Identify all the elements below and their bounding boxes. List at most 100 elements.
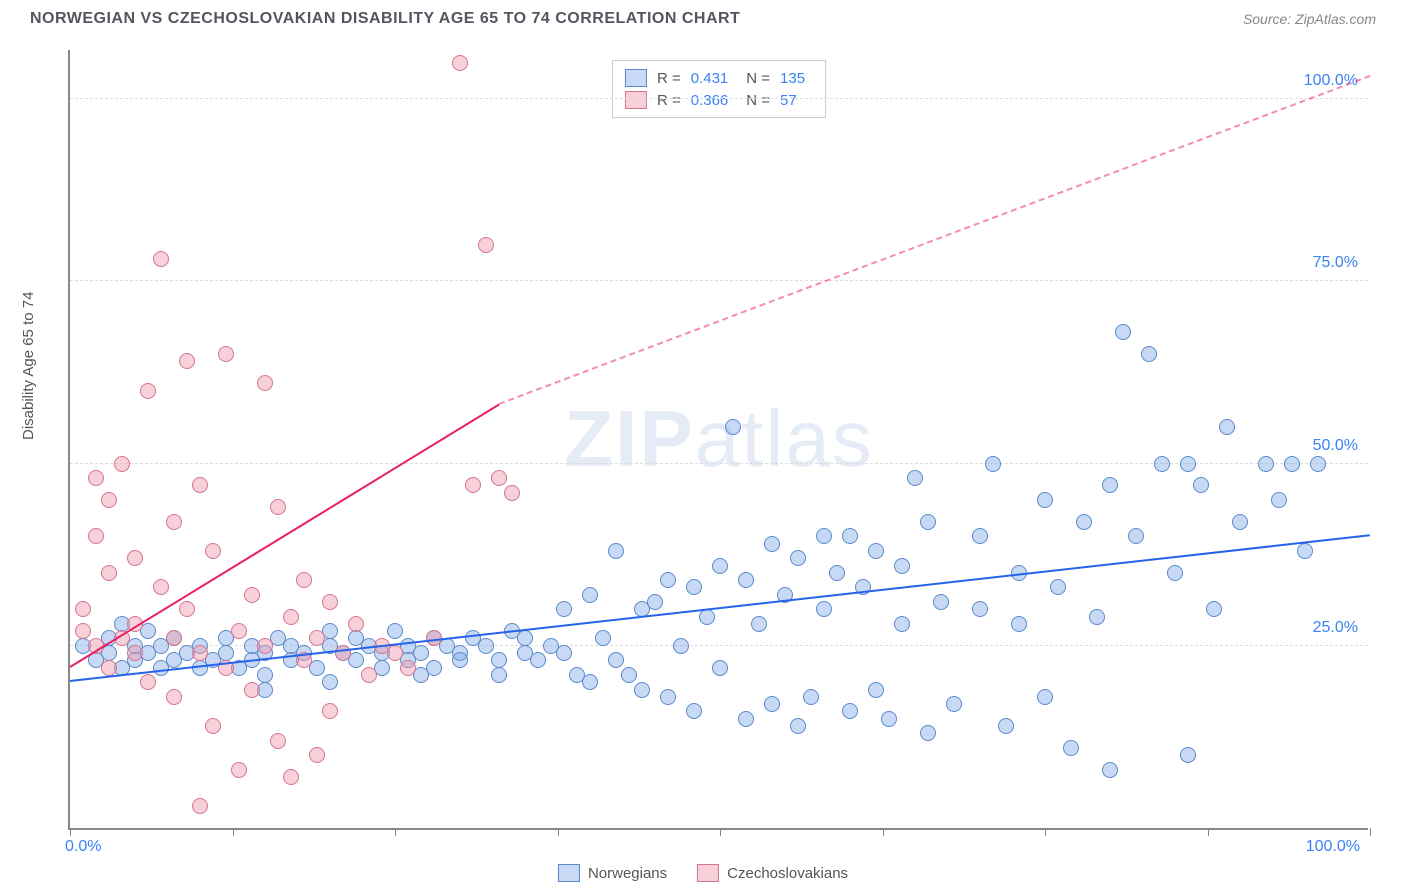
r-value-norwegians: 0.431	[691, 70, 729, 87]
chart-title: NORWEGIAN VS CZECHOSLOVAKIAN DISABILITY …	[30, 10, 740, 28]
data-point	[101, 492, 117, 508]
data-point	[1128, 528, 1144, 544]
data-point	[1089, 609, 1105, 625]
data-point	[751, 616, 767, 632]
data-point	[647, 594, 663, 610]
data-point	[205, 543, 221, 559]
data-point	[920, 725, 936, 741]
data-point	[1063, 740, 1079, 756]
data-point	[140, 383, 156, 399]
data-point	[1167, 565, 1183, 581]
data-point	[1050, 579, 1066, 595]
xtick	[720, 828, 721, 836]
xtick	[558, 828, 559, 836]
xtick	[233, 828, 234, 836]
data-point	[478, 638, 494, 654]
data-point	[868, 682, 884, 698]
xtick	[1370, 828, 1371, 836]
data-point	[88, 528, 104, 544]
data-point	[582, 587, 598, 603]
data-point	[660, 572, 676, 588]
data-point	[608, 543, 624, 559]
data-point	[686, 703, 702, 719]
data-point	[75, 623, 91, 639]
data-point	[868, 543, 884, 559]
data-point	[205, 718, 221, 734]
data-point	[790, 718, 806, 734]
xtick	[883, 828, 884, 836]
data-point	[491, 470, 507, 486]
data-point	[257, 638, 273, 654]
data-point	[88, 470, 104, 486]
trend-line	[499, 75, 1371, 405]
data-point	[166, 689, 182, 705]
data-point	[712, 660, 728, 676]
data-point	[972, 528, 988, 544]
data-point	[894, 558, 910, 574]
data-point	[1271, 492, 1287, 508]
data-point	[283, 769, 299, 785]
data-point	[322, 674, 338, 690]
data-point	[244, 587, 260, 603]
yaxis-title: Disability Age 65 to 74	[20, 292, 37, 440]
data-point	[621, 667, 637, 683]
data-point	[608, 652, 624, 668]
data-point	[179, 601, 195, 617]
data-point	[140, 674, 156, 690]
data-point	[816, 528, 832, 544]
series-legend: Norwegians Czechoslovakians	[558, 864, 848, 882]
data-point	[556, 601, 572, 617]
data-point	[1193, 477, 1209, 493]
data-point	[816, 601, 832, 617]
data-point	[400, 660, 416, 676]
data-point	[1180, 747, 1196, 763]
data-point	[1219, 419, 1235, 435]
data-point	[296, 572, 312, 588]
n-value-norwegians: 135	[780, 70, 805, 87]
data-point	[985, 456, 1001, 472]
data-point	[387, 645, 403, 661]
data-point	[673, 638, 689, 654]
data-point	[556, 645, 572, 661]
data-point	[1258, 456, 1274, 472]
data-point	[998, 718, 1014, 734]
data-point	[361, 667, 377, 683]
data-point	[1102, 762, 1118, 778]
data-point	[127, 645, 143, 661]
data-point	[452, 652, 468, 668]
data-point	[218, 346, 234, 362]
data-point	[803, 689, 819, 705]
data-point	[127, 550, 143, 566]
data-point	[218, 645, 234, 661]
data-point	[231, 762, 247, 778]
swatch-czechoslovakians-icon	[697, 864, 719, 882]
data-point	[920, 514, 936, 530]
data-point	[1297, 543, 1313, 559]
ytick-label: 25.0%	[1313, 619, 1358, 637]
data-point	[517, 630, 533, 646]
data-point	[114, 456, 130, 472]
data-point	[153, 579, 169, 595]
xtick	[70, 828, 71, 836]
data-point	[231, 623, 247, 639]
data-point	[1310, 456, 1326, 472]
data-point	[270, 499, 286, 515]
data-point	[387, 623, 403, 639]
xtick	[395, 828, 396, 836]
data-point	[192, 477, 208, 493]
data-point	[1037, 492, 1053, 508]
data-point	[894, 616, 910, 632]
data-point	[270, 733, 286, 749]
data-point	[907, 470, 923, 486]
watermark: ZIPatlas	[564, 393, 873, 485]
data-point	[166, 514, 182, 530]
legend-norwegians: Norwegians	[558, 864, 667, 882]
data-point	[738, 711, 754, 727]
data-point	[348, 616, 364, 632]
trend-line	[69, 403, 499, 667]
data-point	[322, 703, 338, 719]
data-point	[595, 630, 611, 646]
data-point	[452, 55, 468, 71]
swatch-norwegians	[625, 69, 647, 87]
source-attribution: Source: ZipAtlas.com	[1243, 11, 1376, 27]
